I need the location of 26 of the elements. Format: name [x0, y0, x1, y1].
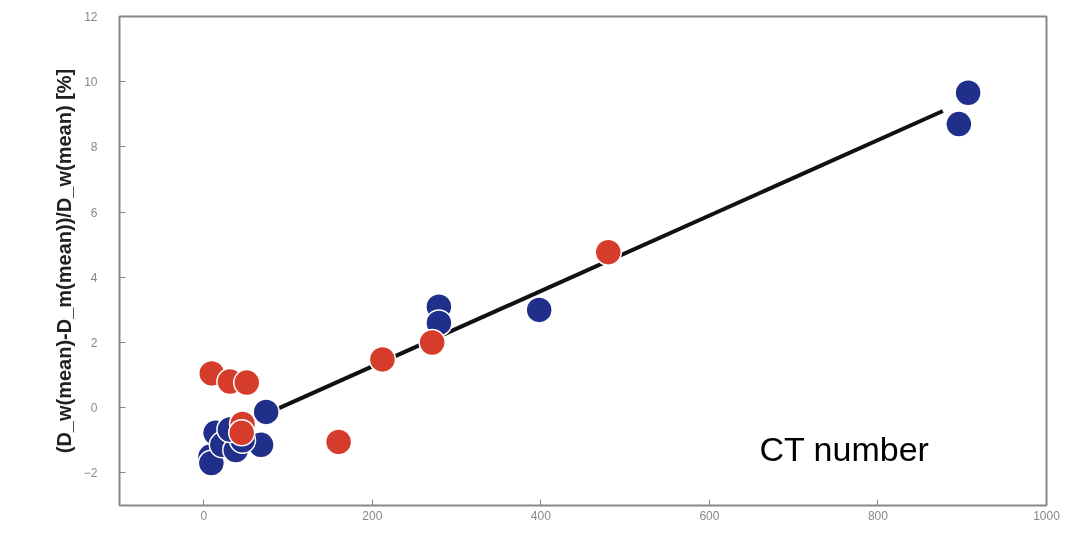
y-tick-label: 6 — [90, 205, 98, 220]
x-tick-label: 400 — [530, 508, 552, 523]
x-tick-label: 0 — [200, 508, 208, 523]
point — [233, 368, 261, 397]
y-tick-label: 10 — [84, 75, 98, 90]
point — [954, 79, 982, 107]
y-tick-label: 0 — [90, 401, 98, 416]
y-tick-label: −2 — [83, 466, 98, 481]
point — [368, 345, 397, 374]
x-tick-label: 200 — [362, 508, 383, 523]
point — [945, 110, 973, 138]
point — [252, 398, 280, 426]
point — [594, 238, 623, 266]
y-axis-title: (D_w(mean)-D_m(mean))/D_w(mean) [%] — [52, 68, 75, 454]
point — [418, 328, 446, 357]
point — [324, 428, 353, 456]
y-tick-label: 4 — [90, 270, 98, 285]
point — [525, 296, 553, 324]
x-axis-title: CT number — [759, 429, 929, 468]
x-tick-label: 600 — [699, 508, 720, 523]
y-tick-label: 8 — [90, 140, 98, 155]
x-tick-label: 1000 — [1033, 508, 1061, 523]
x-tick-label: 800 — [867, 508, 889, 523]
y-tick-label: 2 — [90, 336, 98, 350]
y-tick-label: 12 — [84, 10, 98, 24]
point — [227, 419, 256, 447]
